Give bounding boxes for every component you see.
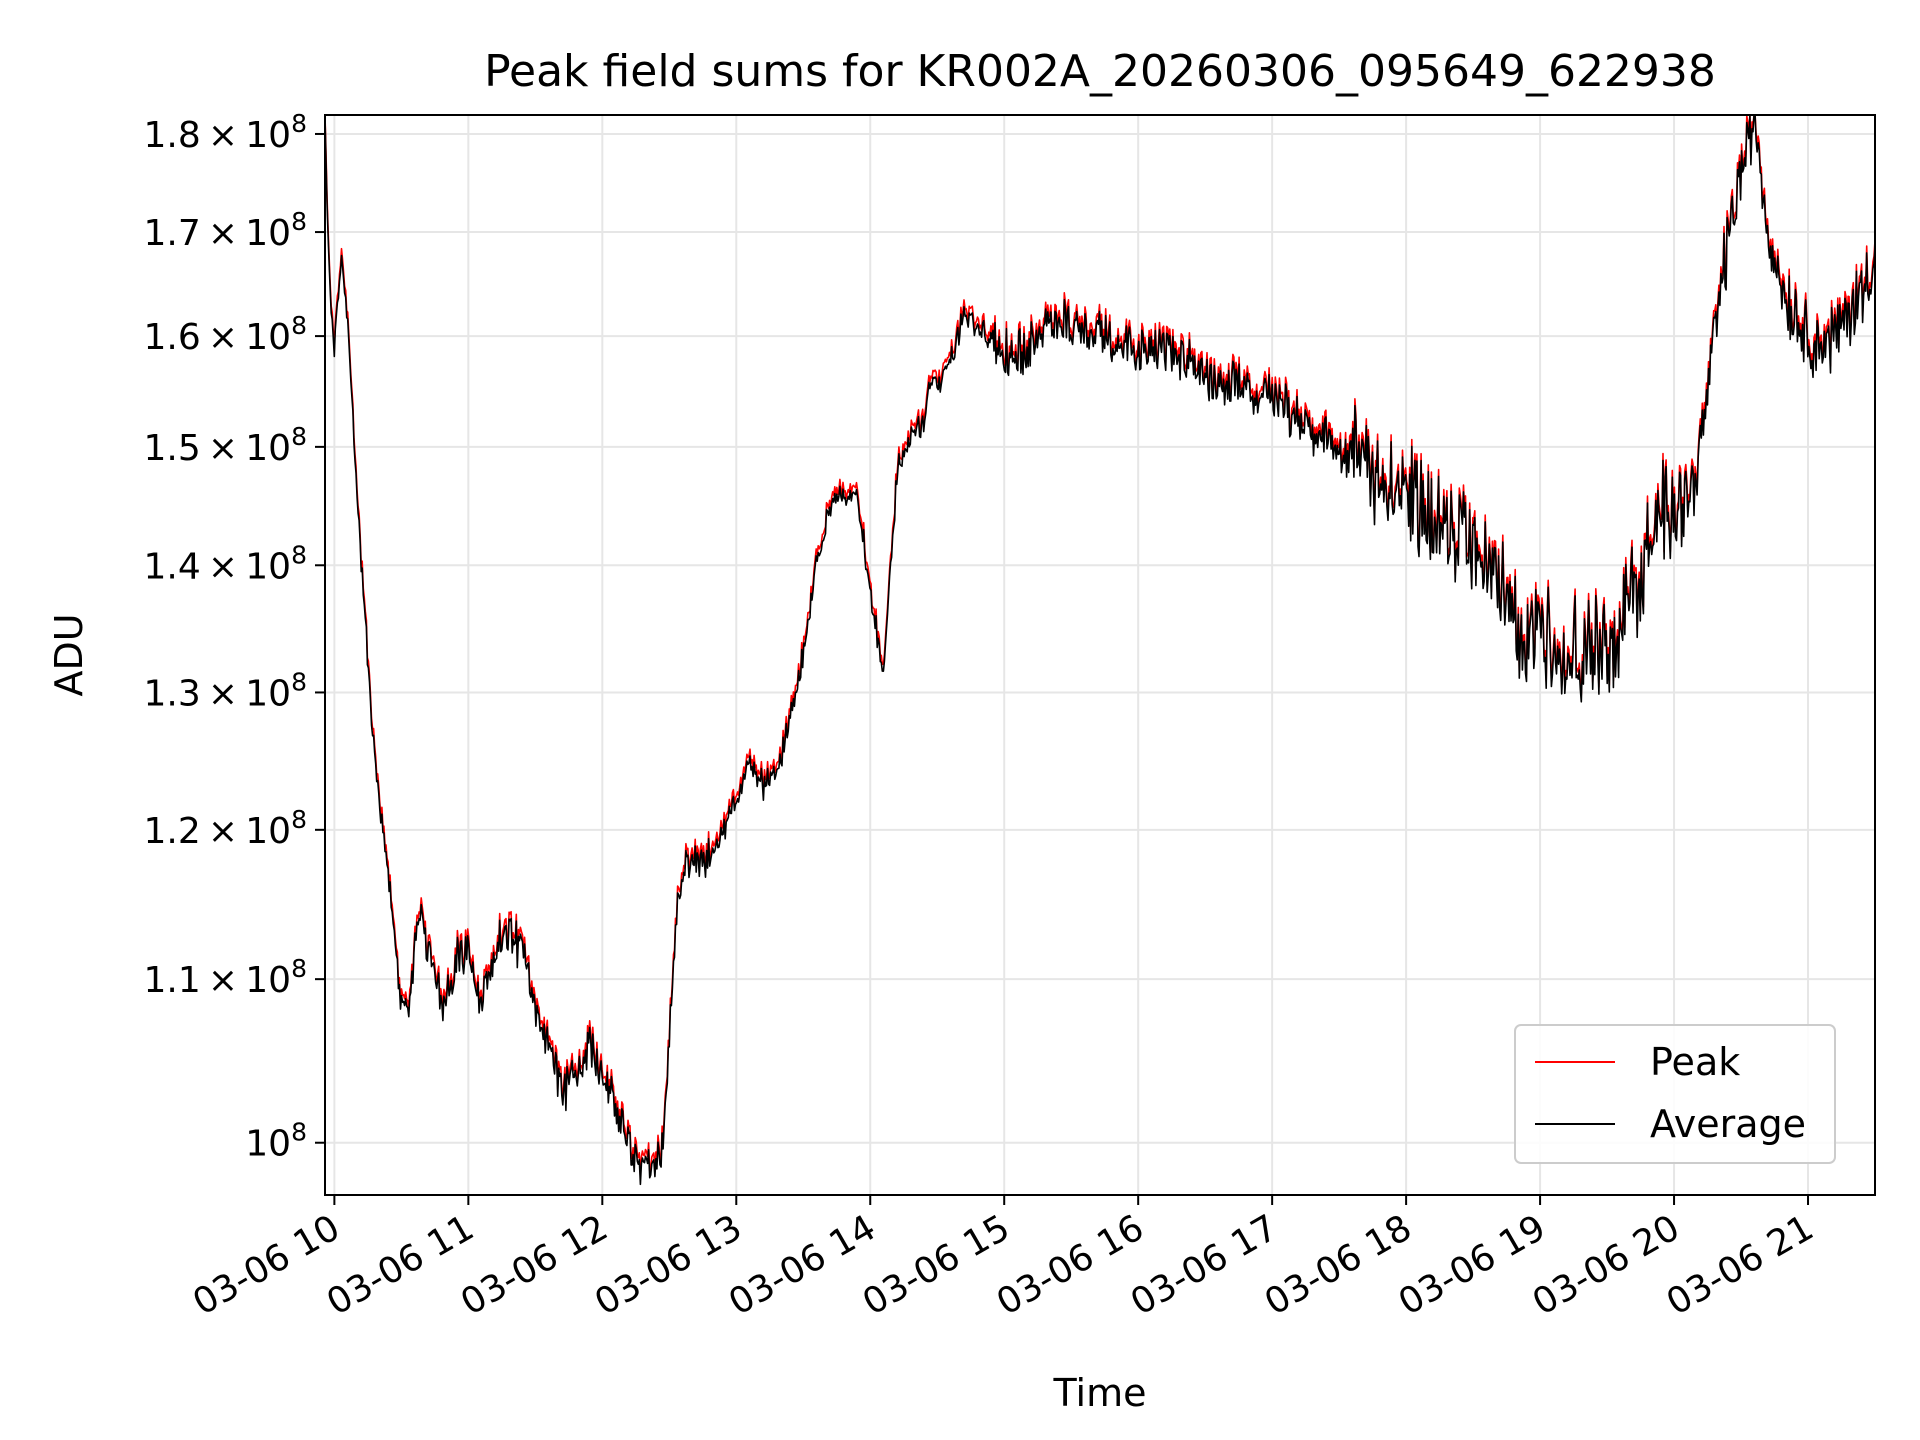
y-tick-mantissa: 1.7 xyxy=(143,213,200,254)
y-tick-exponent: 8 xyxy=(291,667,307,696)
series-line-average xyxy=(324,114,1876,1186)
y-axis-label: ADU xyxy=(47,613,91,696)
y-tick-mantissa: 1.2 xyxy=(143,811,200,852)
y-tick-label: 1.2 × 108 xyxy=(143,805,307,852)
y-tick-times: × 10 xyxy=(201,317,291,358)
y-tick-label: 1.7 × 108 xyxy=(143,207,307,254)
y-tick-mantissa: 1.5 xyxy=(143,428,200,469)
legend-label-peak: Peak xyxy=(1650,1040,1740,1084)
x-axis-label: Time xyxy=(1053,1371,1147,1415)
y-tick-base: 10 xyxy=(245,1124,291,1165)
y-tick-label: 1.1 × 108 xyxy=(143,954,307,1001)
y-tick-exponent: 8 xyxy=(291,109,307,138)
legend-box xyxy=(1514,1024,1836,1164)
plot-frame xyxy=(324,114,1876,1196)
y-tick-exponent: 8 xyxy=(291,1118,307,1147)
y-tick-mantissa: 1.1 xyxy=(143,960,200,1001)
y-tick-times: × 10 xyxy=(201,960,291,1001)
y-tick-label: 1.3 × 108 xyxy=(143,667,307,714)
y-tick-label: 1.4 × 108 xyxy=(143,540,307,587)
y-tick-label: 1.8 × 108 xyxy=(143,109,307,156)
y-tick-mantissa: 1.3 xyxy=(143,673,200,714)
y-tick-label: 1.6 × 108 xyxy=(143,311,307,358)
y-tick-exponent: 8 xyxy=(291,207,307,236)
y-tick-label: 108 xyxy=(245,1118,307,1165)
grid xyxy=(325,115,1875,1195)
y-tick-times: × 10 xyxy=(201,115,291,156)
y-tick-times: × 10 xyxy=(201,428,291,469)
y-tick-exponent: 8 xyxy=(291,422,307,451)
y-tick-mantissa: 1.6 xyxy=(143,317,200,358)
y-tick-exponent: 8 xyxy=(291,540,307,569)
y-tick-times: × 10 xyxy=(201,673,291,714)
y-tick-label: 1.5 × 108 xyxy=(143,422,307,469)
y-tick-mantissa: 1.8 xyxy=(143,115,200,156)
y-tick-mantissa: 1.4 xyxy=(143,546,200,587)
y-tick-times: × 10 xyxy=(201,213,291,254)
y-tick-exponent: 8 xyxy=(291,311,307,340)
y-tick-exponent: 8 xyxy=(291,805,307,834)
chart-title: Peak field sums for KR002A_20260306_0956… xyxy=(484,46,1716,97)
y-tick-times: × 10 xyxy=(201,811,291,852)
y-tick-times: × 10 xyxy=(201,546,291,587)
y-tick-exponent: 8 xyxy=(291,954,307,983)
series-layer xyxy=(324,114,1876,1186)
legend: Peak Average xyxy=(1514,1024,1836,1164)
legend-label-average: Average xyxy=(1650,1102,1806,1146)
